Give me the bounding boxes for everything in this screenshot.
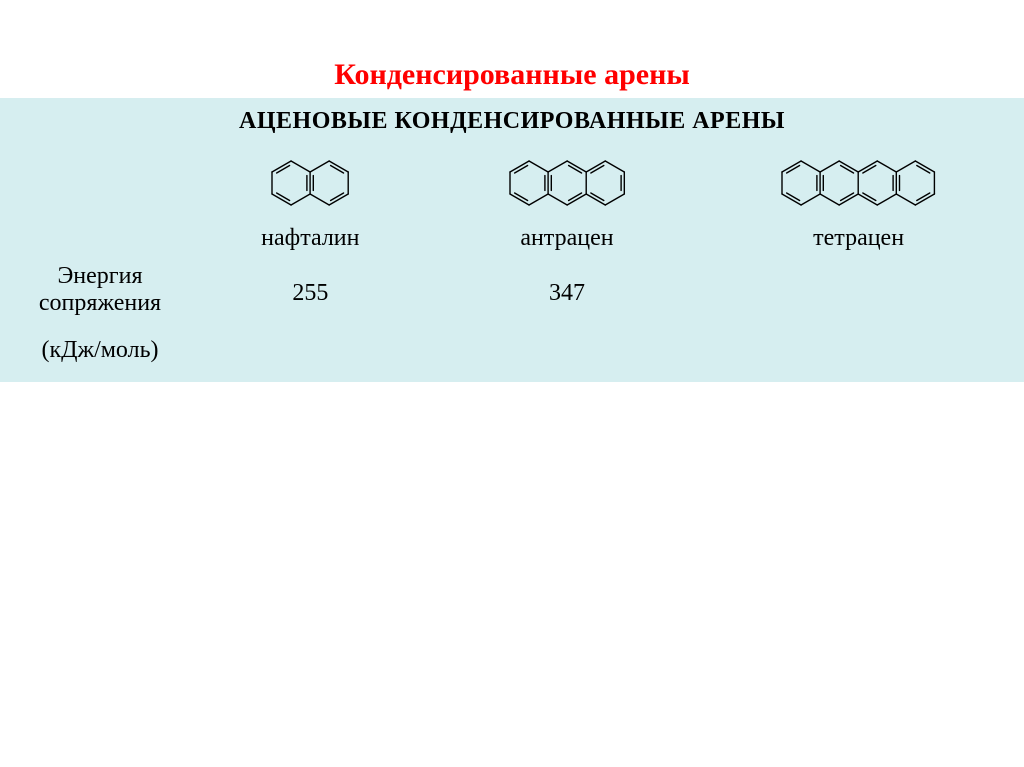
molecule-value: 255 bbox=[261, 280, 359, 307]
panel-subtitle: АЦЕНОВЫЕ КОНДЕНСИРОВАННЫЕ АРЕНЫ bbox=[10, 108, 1014, 135]
molecule-value: 347 bbox=[502, 280, 632, 307]
row-label-column: Энергия сопряжения (кДж/моль) bbox=[10, 153, 190, 364]
molecule-tetracene: тетрацен bbox=[774, 153, 942, 280]
page-title: Конденсированные арены bbox=[0, 0, 1024, 98]
molecule-name: антрацен bbox=[502, 225, 632, 252]
molecule-anthracene: антрацен 347 bbox=[502, 153, 632, 307]
energy-label-2: сопряжения bbox=[10, 290, 190, 317]
energy-label-1: Энергия bbox=[10, 263, 190, 290]
content-row: Энергия сопряжения (кДж/моль) нафталин 2… bbox=[10, 153, 1014, 364]
molecule-name: тетрацен bbox=[774, 225, 942, 252]
structure-anthracene bbox=[502, 153, 632, 213]
energy-label-3: (кДж/моль) bbox=[10, 337, 190, 364]
structure-tetracene bbox=[774, 153, 942, 213]
molecule-naphthalene: нафталин 255 bbox=[261, 153, 359, 307]
molecules-row: нафталин 255 антрацен 347 тетрацен bbox=[190, 153, 1014, 307]
structure-naphthalene bbox=[264, 153, 356, 213]
content-panel: АЦЕНОВЫЕ КОНДЕНСИРОВАННЫЕ АРЕНЫ Энергия … bbox=[0, 98, 1024, 382]
molecule-name: нафталин bbox=[261, 225, 359, 252]
